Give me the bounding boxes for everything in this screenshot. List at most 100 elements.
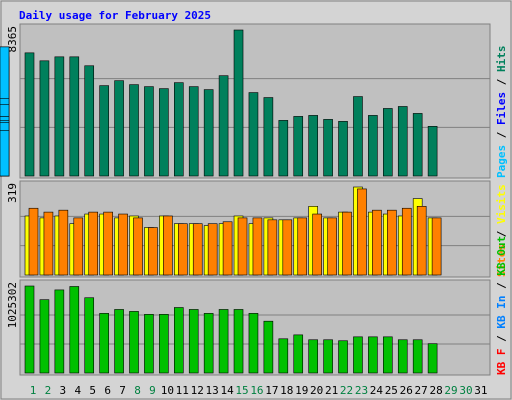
bar [39,299,50,374]
bar [383,108,393,177]
bar [203,89,214,177]
bar [174,307,184,374]
x-tick-label: 18 [280,384,293,397]
bar [0,130,10,177]
bar [327,217,337,276]
bar [297,217,308,276]
bar [203,313,214,374]
bar [207,223,218,276]
bar [133,217,143,276]
x-tick-label: 3 [60,384,67,397]
x-tick-label: 5 [89,384,96,397]
x-tick-label: 8 [134,384,141,397]
bar [368,115,378,177]
x-tick-label: 29 [444,384,457,397]
bar [427,126,438,177]
bar [263,320,274,374]
bar [54,289,65,374]
bar [222,221,233,276]
legend: Sites / Visits [495,184,508,277]
bar [397,106,408,177]
bar [28,207,39,276]
x-tick-label: 11 [176,384,189,397]
x-tick-label: 24 [370,384,384,397]
bar [144,86,154,177]
legend-separator: / [495,276,508,296]
bar [188,309,199,374]
bar [129,84,139,177]
bar [323,339,333,374]
x-tick-label: 26 [400,384,413,397]
bar [412,113,423,177]
bar [218,309,229,374]
bar [118,213,128,276]
x-tick-label: 1 [30,384,37,397]
bar [248,313,259,374]
x-tick-label: 23 [355,384,368,397]
legend-entry: KB In [495,296,508,329]
bar [353,96,363,177]
y-tick-label: 8365 [6,26,19,53]
legend-entry: KB Out [495,236,508,276]
bar [54,56,65,177]
bar [372,209,382,276]
x-tick-label: 9 [149,384,156,397]
y-tick-label: 1025302 [6,282,19,328]
bar [148,227,158,276]
bar [159,88,169,177]
legend: Pages / Files / Hits [495,46,508,179]
bar [99,313,109,374]
bar [192,223,203,276]
bar [58,209,69,276]
bar [233,309,244,374]
bar [338,121,348,177]
x-tick-label: 14 [220,384,234,397]
bar [342,211,352,276]
bar [99,85,109,177]
bar [218,75,229,177]
bar [312,213,322,276]
legend-entry: Visits [495,184,508,224]
legend-separator: / [495,224,508,244]
bar [144,314,154,374]
x-tick-label: 19 [295,384,308,397]
x-tick-label: 20 [310,384,323,397]
bar [129,311,139,374]
bar [24,285,35,374]
legend-separator: / [495,329,508,349]
bar [338,340,348,374]
bar [114,80,124,177]
x-tick-label: 6 [104,384,111,397]
bar [397,339,408,374]
bar [357,188,367,276]
x-tick-label: 4 [74,384,81,397]
bar [84,297,95,374]
bar [73,217,84,276]
x-tick-label: 17 [265,384,278,397]
bar [43,211,54,276]
bar [69,56,80,177]
bar [159,314,169,374]
bar [103,211,113,276]
bar [163,215,173,276]
x-tick-label: 10 [161,384,174,397]
x-tick-label: 15 [235,384,248,397]
x-tick-label: 21 [325,384,338,397]
bar [401,207,412,276]
x-tick-label: 2 [45,384,52,397]
bar [88,211,99,276]
bar [323,119,333,177]
bar [174,82,184,177]
bar [293,334,304,374]
bar [293,116,304,177]
bar [416,206,427,276]
x-tick-label: 12 [191,384,204,397]
bar [278,338,289,374]
bar [282,219,293,276]
bar [308,339,318,374]
bar [427,343,438,374]
bar [39,60,50,177]
legend: KB F / KB In / KB Out [495,236,508,375]
bar [69,286,80,374]
